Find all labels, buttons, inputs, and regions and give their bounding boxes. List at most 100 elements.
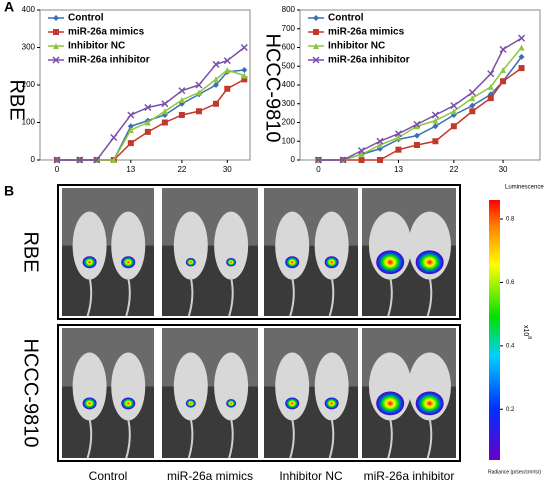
chart-title: HCCC-9810: [262, 34, 284, 143]
marker: [518, 34, 526, 42]
marker: [499, 45, 507, 53]
legend-marker: [313, 29, 319, 35]
signal: [324, 397, 339, 410]
y-tick-label: 100: [282, 136, 296, 145]
legend-label: Inhibitor NC: [68, 41, 125, 52]
y-tick-label: 800: [282, 5, 296, 14]
row-label: RBE: [20, 231, 42, 272]
marker: [487, 95, 494, 102]
mouse-photo: [162, 188, 258, 317]
signal: [226, 399, 237, 408]
marker: [161, 108, 168, 115]
signal: [415, 391, 444, 416]
mouse: [275, 352, 310, 421]
x-tick-label: 30: [223, 165, 232, 174]
mouse: [214, 352, 249, 421]
colorbar-unit: Radiance (p/sec/cm²/sr): [488, 469, 541, 475]
chart-title: RBE: [6, 79, 28, 120]
marker: [212, 76, 219, 83]
tail: [187, 418, 194, 459]
tail: [289, 277, 295, 317]
marker: [432, 117, 439, 124]
row-label: HCCC-9810: [20, 339, 42, 448]
marker: [76, 156, 84, 164]
panel-label: A: [4, 0, 14, 15]
marker: [144, 103, 152, 112]
tail: [387, 277, 393, 317]
legend-label: Inhibitor NC: [328, 41, 385, 52]
marker: [223, 57, 231, 65]
marker: [377, 157, 383, 163]
tail: [328, 418, 335, 459]
y-tick-label: 300: [22, 43, 36, 52]
marker: [358, 157, 365, 163]
panel-label: B: [4, 183, 14, 199]
marker: [358, 147, 366, 155]
group-label: miR-26a mimics: [167, 469, 253, 483]
tail: [86, 418, 93, 459]
legend-label: miR-26a inhibitor: [68, 55, 150, 66]
marker: [314, 156, 322, 164]
marker: [127, 140, 134, 147]
marker: [377, 142, 383, 148]
marker: [469, 102, 476, 109]
legend-marker: [313, 43, 319, 49]
legend-marker: [53, 43, 59, 49]
multiplier: x10: [522, 325, 529, 336]
x-tick-label: 22: [177, 165, 186, 174]
x-tick-label: 0: [55, 165, 60, 174]
mouse: [314, 211, 349, 280]
marker: [500, 78, 507, 85]
marker: [224, 85, 231, 92]
tail: [125, 418, 131, 459]
mouse-photo: [162, 328, 258, 459]
marker: [212, 100, 219, 107]
mouse: [72, 352, 107, 421]
marker: [241, 76, 248, 83]
legend-label: miR-26a inhibitor: [328, 55, 410, 66]
marker: [450, 108, 457, 115]
y-tick-label: 0: [291, 155, 296, 164]
marker: [376, 137, 384, 145]
tail: [187, 277, 194, 317]
legend-marker: [312, 56, 320, 64]
colorbar-tick-label: 0.8: [506, 217, 515, 223]
marker: [394, 130, 402, 138]
mouse: [173, 352, 208, 421]
signal: [82, 397, 97, 410]
marker: [212, 60, 220, 68]
series-line: [318, 47, 523, 161]
y-tick-label: 700: [282, 24, 296, 33]
series-line: [318, 37, 522, 161]
tail: [426, 277, 433, 317]
marker: [195, 89, 202, 96]
legend-marker: [52, 56, 60, 64]
marker: [500, 67, 507, 73]
marker: [469, 108, 476, 115]
mouse: [111, 352, 146, 421]
marker: [339, 156, 347, 164]
colorbar-multiplier: x108: [522, 325, 532, 339]
marker: [450, 102, 458, 110]
marker: [468, 88, 476, 97]
signal: [285, 397, 300, 410]
marker: [178, 112, 185, 118]
mouse: [214, 211, 249, 280]
colorbar-tick-label: 0.4: [506, 343, 515, 349]
tail: [289, 418, 295, 459]
marker: [395, 134, 402, 141]
marker: [178, 97, 185, 103]
tail: [426, 418, 433, 459]
frame: [57, 324, 461, 462]
marker: [93, 156, 101, 164]
tail: [228, 418, 234, 459]
marker: [358, 151, 365, 158]
marker: [127, 127, 134, 133]
y-tick-label: 0: [31, 155, 36, 164]
marker: [195, 81, 203, 89]
marker: [110, 133, 118, 142]
signal: [82, 256, 97, 269]
marker: [450, 123, 457, 130]
marker: [469, 95, 476, 102]
